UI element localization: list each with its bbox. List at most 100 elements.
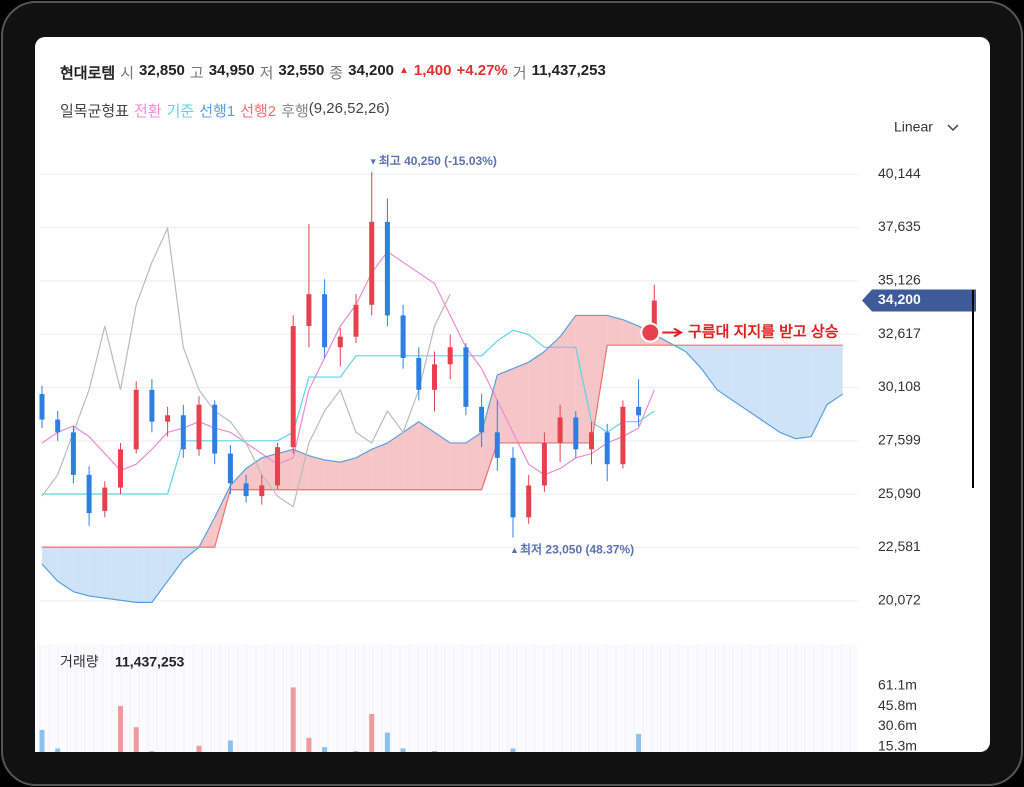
candle-body bbox=[180, 415, 186, 450]
cloud bbox=[120, 547, 137, 603]
y-tick-label: 20,072 bbox=[878, 592, 921, 608]
cloud bbox=[151, 547, 168, 603]
volume-bar bbox=[369, 713, 375, 752]
candle-body bbox=[70, 432, 76, 475]
candle-body bbox=[243, 483, 249, 497]
candle-body bbox=[541, 442, 547, 486]
volume-bar bbox=[510, 748, 516, 752]
volume-bar bbox=[353, 751, 359, 752]
value: 32,550 bbox=[278, 62, 325, 79]
candle-body bbox=[353, 304, 359, 337]
cloud bbox=[104, 547, 121, 601]
label: 종 bbox=[329, 65, 344, 82]
cloud bbox=[418, 421, 435, 490]
y-tick-label: 30,108 bbox=[878, 378, 921, 394]
volume-tick-label: 15.3m bbox=[878, 737, 917, 753]
cloud bbox=[89, 547, 105, 599]
stock-name: 현대로템 bbox=[60, 65, 116, 82]
indicator-line bbox=[41, 226, 451, 508]
cloud bbox=[42, 547, 58, 582]
cloud bbox=[732, 345, 749, 412]
cloud bbox=[575, 315, 592, 443]
cloud bbox=[465, 432, 482, 490]
candle-body bbox=[510, 457, 516, 518]
candle-body bbox=[39, 394, 45, 420]
indicator-legend: 일목균형표 전환 기준 선행1 선행2 후행 (9,26,52,26) bbox=[60, 100, 390, 121]
header: 현대로템 시 32,850 고 34,950 저 32,550 종 34,200 ▲ 1,… bbox=[60, 62, 606, 83]
volume-panel bbox=[35, 645, 858, 752]
indicator-line bbox=[41, 250, 655, 476]
legend-entry: 선행2 bbox=[240, 103, 277, 120]
candle-body bbox=[290, 326, 296, 448]
cloud bbox=[403, 421, 419, 490]
volume-bar bbox=[55, 748, 61, 752]
label: 거 bbox=[512, 65, 527, 82]
scale-mode[interactable]: Linear bbox=[894, 119, 933, 135]
candle-body bbox=[573, 417, 579, 450]
cloud bbox=[591, 315, 608, 443]
indicator-line bbox=[42, 344, 843, 548]
cloud bbox=[450, 442, 466, 490]
candle-body bbox=[102, 487, 108, 511]
volume-bar bbox=[306, 737, 312, 752]
cloud bbox=[324, 459, 341, 490]
price-tag-label: 34,200 bbox=[878, 291, 921, 307]
candle-body bbox=[275, 447, 280, 486]
legend-entry: 후행 bbox=[281, 103, 309, 120]
candle-body bbox=[400, 315, 406, 358]
volume-bar bbox=[39, 729, 45, 752]
candle-body bbox=[212, 404, 218, 454]
candle-body bbox=[227, 453, 233, 484]
candle-body bbox=[447, 347, 453, 365]
cloud bbox=[356, 449, 372, 490]
candle-body bbox=[165, 415, 171, 422]
cloud bbox=[717, 345, 733, 401]
candle-body bbox=[651, 300, 657, 330]
change: 1,400 bbox=[413, 62, 452, 79]
candle-body bbox=[557, 417, 563, 443]
candle-body bbox=[526, 485, 532, 518]
cloud bbox=[779, 345, 796, 439]
callout: 구름대 지지를 받고 상승 bbox=[688, 323, 839, 341]
cloud bbox=[701, 345, 718, 390]
cloud bbox=[387, 432, 404, 490]
volume-bar bbox=[118, 706, 123, 752]
cloud bbox=[57, 547, 74, 592]
cloud bbox=[371, 442, 388, 490]
volume-bar bbox=[290, 687, 296, 752]
cloud bbox=[607, 315, 623, 346]
candle-body bbox=[463, 347, 469, 407]
candle-body bbox=[133, 389, 139, 450]
label: 시 bbox=[120, 65, 135, 82]
cloud bbox=[308, 455, 325, 490]
cloud bbox=[811, 345, 827, 437]
cloud bbox=[136, 547, 152, 603]
cloud bbox=[685, 345, 702, 369]
cloud bbox=[230, 468, 247, 490]
cloud bbox=[622, 319, 639, 346]
marker: ▼ bbox=[369, 156, 378, 166]
up-arrow: ▲ bbox=[399, 65, 409, 76]
candle-body bbox=[337, 336, 343, 348]
volume-bar bbox=[400, 748, 406, 752]
y-tick-label: 22,581 bbox=[878, 538, 921, 554]
cloud bbox=[481, 374, 498, 490]
volume-bar bbox=[384, 732, 390, 752]
indicator-line bbox=[41, 314, 844, 603]
volume-bar bbox=[322, 747, 328, 752]
indicator-params: (9,26,52,26) bbox=[308, 100, 390, 117]
volume-tick-label: 30.6m bbox=[878, 717, 917, 733]
volume-bar bbox=[196, 745, 202, 752]
label: 저 bbox=[259, 65, 274, 82]
label: 고 bbox=[189, 65, 204, 82]
volume-bar bbox=[227, 740, 233, 752]
dropdown-icon[interactable] bbox=[947, 124, 959, 132]
legend-entry: 선행1 bbox=[199, 103, 236, 120]
candle-body bbox=[86, 474, 92, 514]
candle-body bbox=[369, 221, 375, 305]
cloud bbox=[73, 547, 90, 596]
candle-body bbox=[479, 406, 485, 433]
candle-body bbox=[118, 449, 123, 488]
